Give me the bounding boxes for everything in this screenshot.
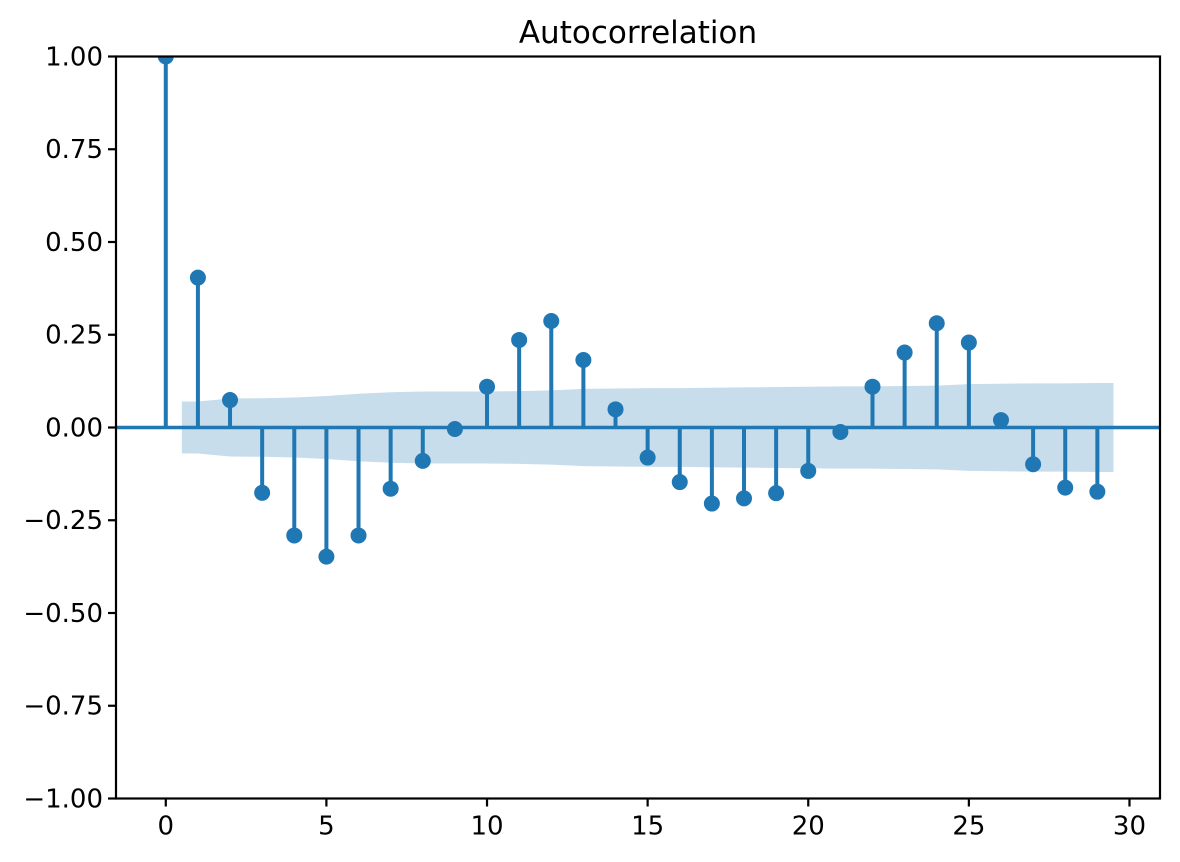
- chart-title: Autocorrelation: [519, 15, 757, 51]
- stem-marker-lag-16: [671, 474, 688, 491]
- x-tick-label: 10: [470, 812, 503, 842]
- stem-marker-lag-22: [864, 378, 881, 395]
- x-tick-label: 25: [952, 812, 985, 842]
- stem-marker-lag-9: [446, 420, 463, 437]
- stem-marker-lag-29: [1089, 483, 1106, 500]
- stem-marker-lag-17: [703, 495, 720, 512]
- axes-layer: 0 5 10 15 20 25 30 1.00 0.75 0.50 0.25 0.00 −0.25 −0.…: [23, 42, 1162, 842]
- stem-marker-lag-26: [992, 412, 1009, 429]
- stem-marker-lag-10: [479, 378, 496, 395]
- stem-marker-lag-19: [768, 485, 785, 502]
- y-tick-label: 1.00: [45, 42, 103, 72]
- stem-marker-lag-15: [639, 449, 656, 466]
- stem-marker-lag-25: [960, 334, 977, 351]
- stem-marker-lag-14: [607, 401, 624, 418]
- y-tick-label: −0.50: [23, 599, 103, 629]
- x-tick-label: 20: [792, 812, 825, 842]
- y-tick-label: 0.25: [45, 321, 103, 351]
- stem-marker-lag-4: [286, 527, 303, 544]
- x-tick-label: 30: [1113, 812, 1146, 842]
- stem-marker-lag-13: [575, 351, 592, 368]
- x-tick-label: 5: [318, 812, 335, 842]
- x-tick-label: 15: [631, 812, 664, 842]
- stem-marker-lag-18: [736, 490, 753, 507]
- stem-marker-lag-3: [254, 484, 271, 501]
- stem-marker-lag-6: [350, 527, 367, 544]
- stem-marker-lag-12: [543, 313, 560, 330]
- y-tick-label: −0.75: [23, 692, 103, 722]
- stem-marker-lag-21: [832, 423, 849, 440]
- stem-marker-lag-23: [896, 344, 913, 361]
- y-tick-label: 0.50: [45, 228, 103, 258]
- stem-marker-lag-20: [800, 462, 817, 479]
- y-tick-label: 0.75: [45, 135, 103, 165]
- y-tick-label: −1.00: [23, 784, 103, 814]
- stem-marker-lag-2: [222, 392, 239, 409]
- stem-marker-lag-0: [157, 56, 174, 65]
- x-tick-label: 0: [158, 812, 175, 842]
- stem-marker-lag-11: [511, 331, 528, 348]
- stem-marker-lag-1: [189, 269, 206, 286]
- y-tick-label: 0.00: [45, 413, 103, 443]
- stem-layer: [116, 56, 1160, 565]
- stem-marker-lag-8: [414, 452, 431, 469]
- stem-marker-lag-24: [928, 315, 945, 332]
- stem-marker-lag-7: [382, 480, 399, 497]
- y-tick-label: −0.25: [23, 506, 103, 536]
- stem-marker-lag-28: [1057, 479, 1074, 496]
- stem-marker-lag-5: [318, 548, 335, 565]
- stem-marker-lag-27: [1025, 456, 1042, 473]
